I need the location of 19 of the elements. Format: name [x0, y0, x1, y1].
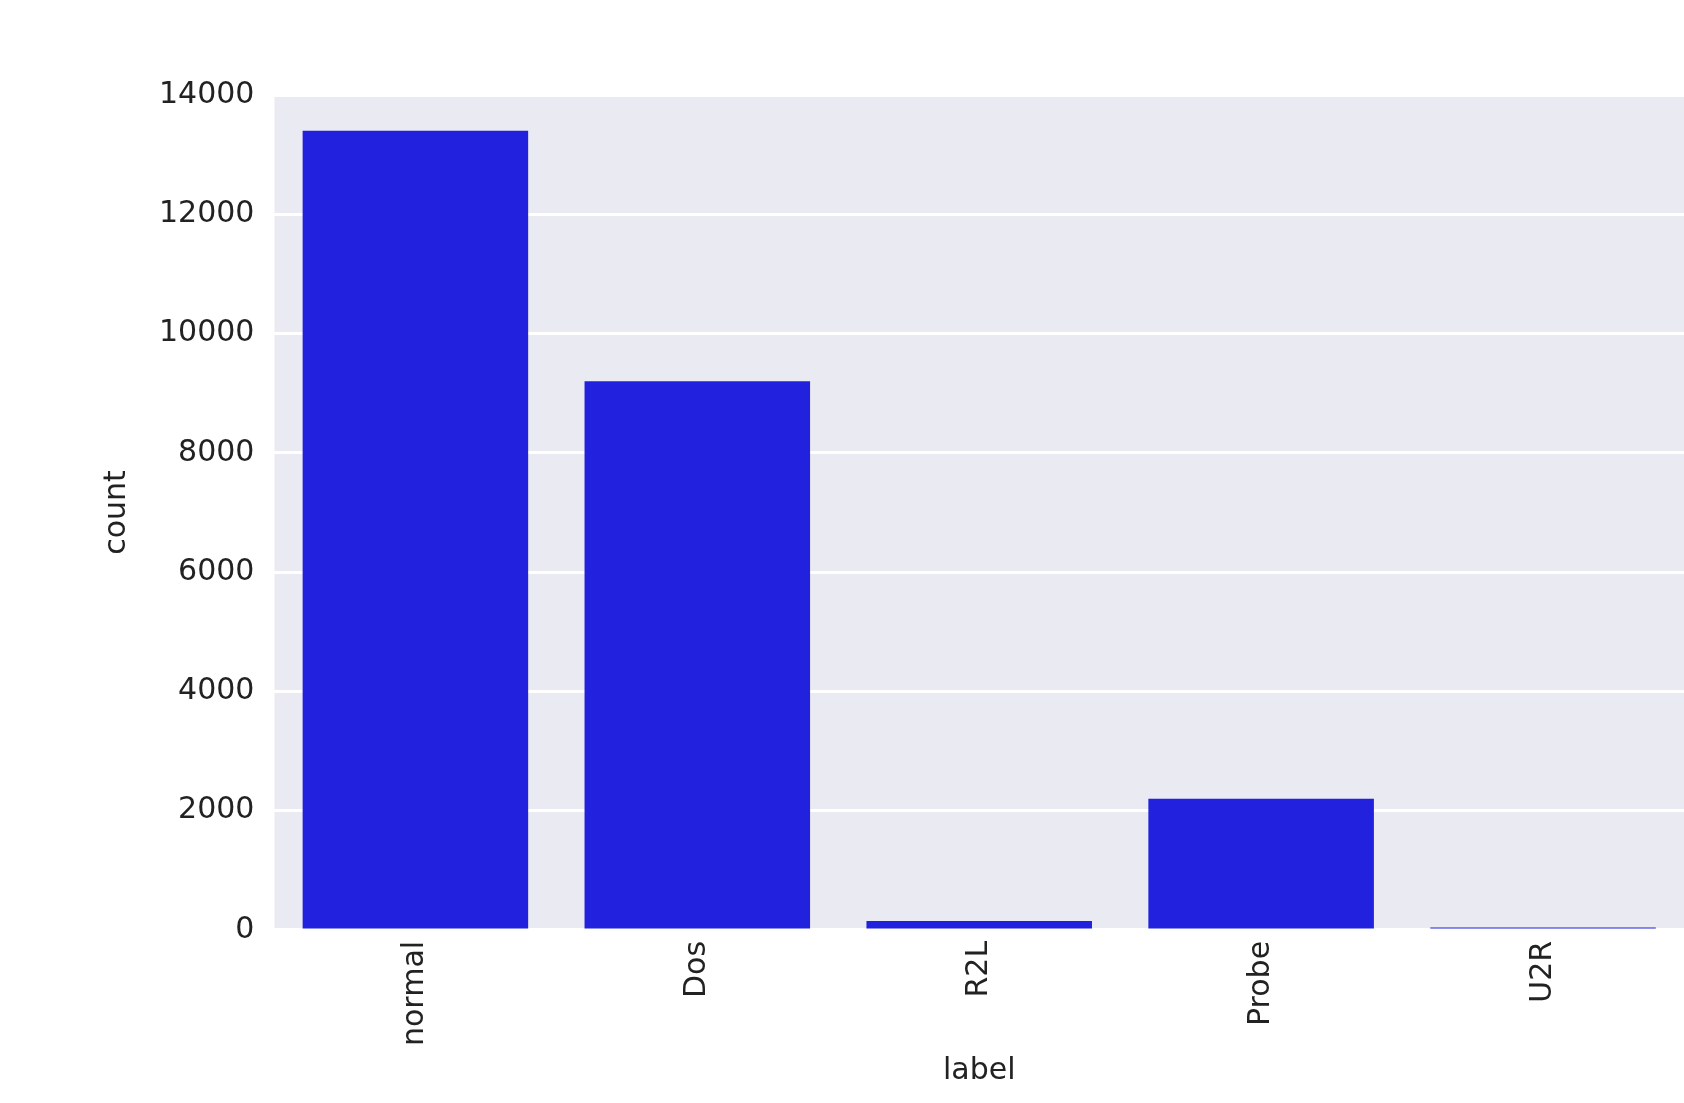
bar: [866, 920, 1092, 929]
y-axis-title: count: [96, 469, 132, 555]
bar: [1148, 798, 1374, 929]
bar: [302, 130, 529, 929]
y-tick-label: 2000: [178, 790, 255, 826]
y-tick-label: 6000: [178, 551, 255, 587]
x-axis-title: label: [942, 1050, 1016, 1086]
x-tick-label: normal: [395, 940, 431, 1047]
x-tick-label: U2R: [1522, 940, 1558, 1003]
x-tick-label: R2L: [959, 940, 995, 998]
y-tick-label: 12000: [159, 194, 255, 230]
y-tick-label: 14000: [159, 74, 255, 110]
x-tick-label: Dos: [677, 940, 713, 998]
y-tick-label: 10000: [159, 313, 255, 349]
y-tick-label: 0: [235, 909, 255, 945]
y-tick-label: 8000: [178, 432, 255, 468]
bar: [584, 381, 811, 929]
x-tick-label: Probe: [1240, 940, 1276, 1026]
y-tick-label: 4000: [178, 671, 255, 707]
